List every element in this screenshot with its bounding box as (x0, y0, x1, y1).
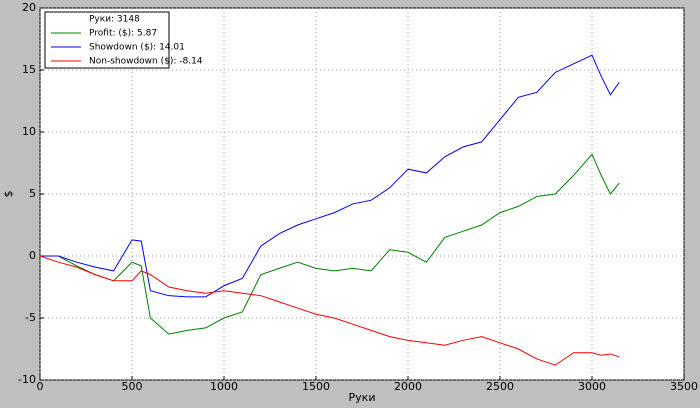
line-series (39, 255, 620, 366)
legend-label: Profit: ($): 5.87 (89, 29, 157, 39)
legend-label: Showdown ($): 14.01 (89, 43, 185, 53)
y-axis-label: $ (2, 191, 15, 198)
x-tick-label: 3000 (578, 380, 606, 393)
legend-label: Non-showdown ($): -8.14 (89, 57, 203, 67)
y-tick-label: -10 (18, 373, 36, 386)
legend-box (44, 11, 170, 69)
y-tick-label: -5 (25, 311, 36, 324)
x-tick-label: 1500 (302, 380, 330, 393)
y-tick-label: 5 (29, 187, 36, 200)
legend-title: Руки: 3148 (89, 15, 140, 25)
x-tick-label: 500 (122, 380, 143, 393)
y-tick-label: 15 (22, 63, 36, 76)
line-series (40, 153, 620, 335)
y-tick-label: 10 (22, 125, 36, 138)
y-tick-label: 20 (22, 1, 36, 14)
x-tick-label: 2000 (394, 380, 422, 393)
x-tick-label: 2500 (486, 380, 514, 393)
x-axis-label: Руки (349, 391, 376, 404)
y-tick-label: 0 (29, 249, 36, 262)
x-tick-label: 3500 (670, 380, 698, 393)
x-tick-label: 1000 (210, 380, 238, 393)
line-series (40, 54, 620, 298)
x-tick-label: 0 (37, 380, 44, 393)
